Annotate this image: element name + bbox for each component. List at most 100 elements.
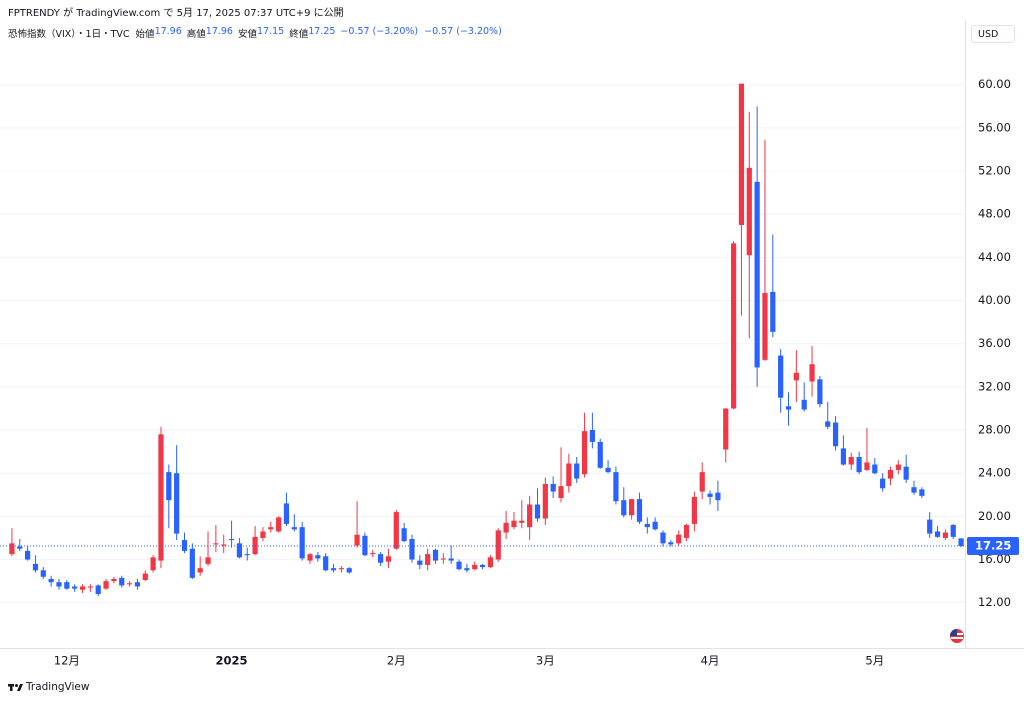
candle-body (770, 291, 776, 332)
y-tick-label: 36.00 (978, 336, 1011, 350)
candle-body (927, 519, 933, 534)
candle-body (511, 520, 517, 528)
candle-body (668, 542, 674, 545)
candle-body (542, 483, 548, 519)
candle-body (950, 524, 956, 537)
field-value: 17.15 (257, 26, 285, 37)
candle-body (621, 500, 627, 516)
candle-body (919, 489, 925, 496)
candle-body (64, 582, 70, 589)
candle-body (48, 578, 54, 583)
candle-body (228, 539, 235, 541)
publish-info: FPTRENDY が TradingView.com で 5月 17, 2025… (8, 8, 344, 19)
x-tick-label: 4月 (701, 654, 720, 668)
candle-body (778, 355, 784, 398)
candle-body (315, 555, 321, 559)
candle-body (487, 557, 494, 568)
candle-body (370, 553, 376, 555)
candle-body (72, 586, 78, 589)
candle-body (409, 539, 415, 560)
x-tick-label: 12月 (54, 654, 80, 668)
candle-body (244, 554, 250, 556)
candle-body (346, 568, 352, 573)
candle-body (558, 486, 564, 499)
candle-body (338, 568, 344, 570)
candle-body (111, 578, 117, 582)
y-tick-label: 28.00 (978, 423, 1011, 437)
candle-body (880, 478, 886, 489)
candle-body (887, 469, 894, 479)
y-tick-label: 60.00 (978, 77, 1011, 91)
candle-body (864, 462, 870, 470)
y-tick-label: 48.00 (978, 207, 1011, 221)
candle-body (417, 560, 423, 565)
candle-body (715, 492, 721, 501)
candle-body (268, 527, 274, 530)
y-tick-label: 12.00 (978, 595, 1011, 609)
candle-body (856, 457, 862, 473)
candle-body (150, 557, 156, 571)
candle-body (299, 527, 305, 559)
candle-body (911, 487, 917, 493)
change: −0.57 (−3.20%) (424, 26, 502, 37)
candle-body (56, 582, 62, 587)
candle-body (676, 534, 682, 544)
candle-body (534, 504, 541, 519)
candle-body (260, 531, 266, 538)
y-tick-label: 32.00 (978, 379, 1011, 393)
candle-body (613, 472, 619, 502)
candle-body (283, 503, 290, 524)
x-tick-label: 3月 (536, 654, 555, 668)
y-tick-label: 56.00 (978, 120, 1011, 134)
candle-body (189, 548, 195, 578)
candle-body (699, 472, 705, 492)
candle-body (762, 292, 768, 360)
candle-body (629, 499, 635, 516)
currency-button[interactable]: USD (971, 25, 1015, 43)
candle-body (605, 467, 611, 473)
candle-body (213, 543, 219, 545)
field-label: 高値 (186, 29, 206, 40)
legend: 恐怖指数（VIX）・1日・TVC 始値 17.96 高値 17.96 安値 17.15 終値… (8, 26, 508, 40)
candle-body (840, 448, 847, 465)
candle-body (958, 538, 964, 547)
field-value: 17.96 (205, 26, 233, 37)
candle-body (252, 536, 258, 555)
candle-body (40, 570, 46, 577)
candle-body (754, 181, 760, 368)
candle-body (895, 464, 901, 470)
candle-body (440, 558, 446, 560)
candle-body (134, 582, 141, 587)
candle-body (801, 399, 807, 410)
candle-body (903, 466, 909, 480)
candle-body (432, 549, 439, 561)
candle-body (205, 557, 211, 564)
candle-body (330, 568, 337, 571)
x-tick-label: 2025 (216, 654, 248, 668)
candle-body (519, 520, 525, 523)
candle-body (354, 534, 360, 546)
candle-body (644, 523, 650, 528)
candle-body (448, 558, 454, 561)
y-tick-label: 24.00 (978, 466, 1011, 480)
candle-body (236, 543, 243, 558)
candle-body (848, 457, 854, 465)
change: −0.57 (−3.20%) (340, 26, 419, 37)
candle-body (174, 473, 180, 534)
symbol: 恐怖指数（VIX）・1日・TVC (8, 29, 130, 40)
candle-body (158, 434, 164, 561)
candle-body (9, 543, 15, 555)
candle-body (581, 431, 588, 475)
candle-body (142, 573, 148, 581)
candle-body (221, 544, 227, 546)
candle-body (825, 421, 831, 427)
candle-body (660, 532, 666, 544)
candle-body (574, 463, 580, 479)
candle-body (636, 499, 643, 522)
candle-body (597, 441, 603, 468)
candle-body (17, 546, 23, 549)
y-tick-label: 16.00 (978, 552, 1011, 566)
candle-body (589, 430, 595, 442)
